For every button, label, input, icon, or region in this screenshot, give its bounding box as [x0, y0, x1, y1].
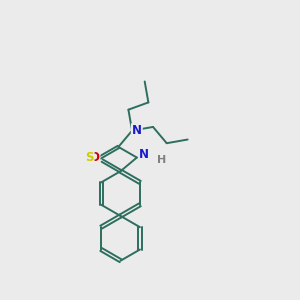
Text: H: H — [157, 155, 166, 166]
Text: S: S — [85, 151, 94, 164]
Text: N: N — [132, 124, 142, 137]
Text: O: O — [89, 151, 100, 164]
Text: N: N — [139, 148, 149, 161]
